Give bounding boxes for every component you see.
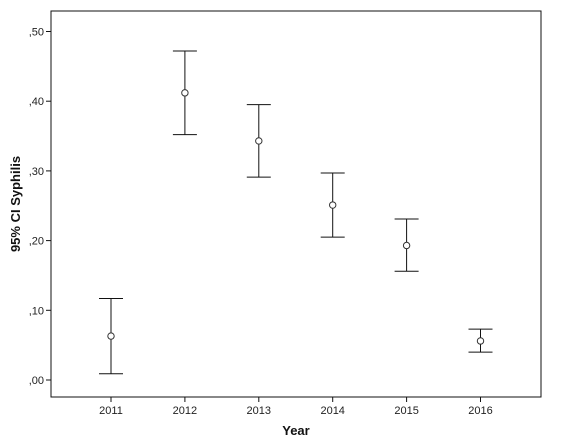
x-tick-label: 2014: [320, 405, 344, 417]
errorbar-2014: [320, 172, 345, 238]
y-tick-label: ,50: [29, 27, 44, 39]
y-tick-label: ,10: [29, 305, 44, 317]
y-axis: ,00 ,10 ,20 ,30 ,40 ,50: [29, 27, 51, 387]
x-tick-label: 2012: [173, 405, 197, 417]
x-tick-label: 2015: [394, 405, 418, 417]
errorbar-2016: [468, 328, 493, 353]
errorbar-2013: [246, 104, 271, 178]
y-tick-label: ,00: [29, 375, 44, 387]
y-tick-label: ,40: [29, 96, 44, 108]
mean-point: [181, 89, 189, 97]
y-tick-label: ,30: [29, 166, 44, 178]
y-axis-title: 95% CI Syphilis: [8, 156, 23, 252]
mean-point: [329, 201, 337, 209]
mean-point: [402, 241, 411, 250]
plot-frame: [50, 10, 542, 398]
mean-point: [107, 332, 115, 340]
errorbar-2011: [99, 297, 123, 375]
x-tick-label: 2016: [468, 405, 492, 417]
errorbar-2012: [172, 50, 197, 136]
x-axis-title: Year: [282, 423, 309, 438]
y-tick-label: ,20: [29, 236, 44, 248]
x-tick-label: 2011: [99, 405, 123, 417]
data-marks: [99, 50, 493, 375]
mean-point: [476, 337, 485, 345]
x-tick-label: 2013: [247, 405, 271, 417]
x-axis: 2011 2012 2013 2014 2015 2016: [99, 397, 493, 417]
errorbar-2015: [394, 218, 419, 272]
mean-point: [255, 137, 263, 145]
